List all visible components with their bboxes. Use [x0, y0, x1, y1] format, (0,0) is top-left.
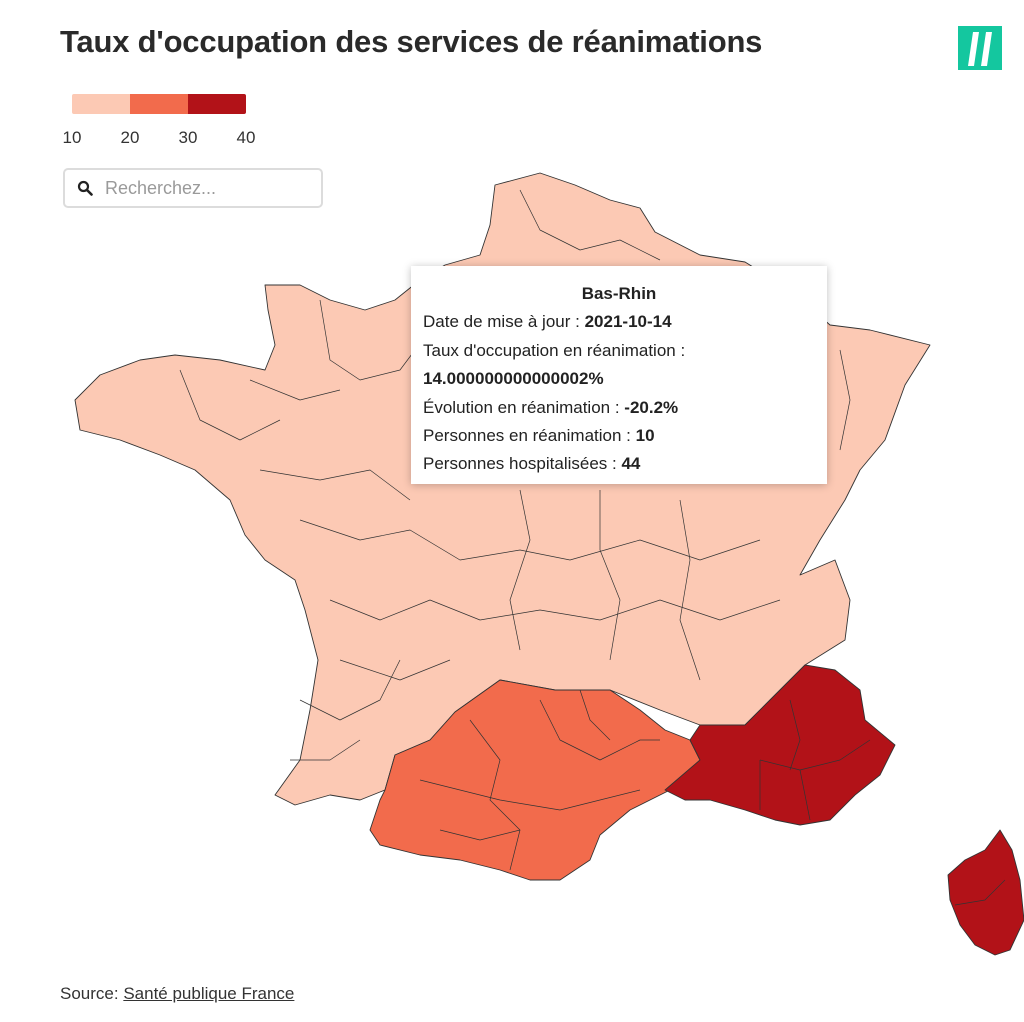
legend-tick: 10: [62, 128, 82, 147]
tooltip-evolution-label: Évolution en réanimation :: [423, 397, 620, 417]
search-icon: [77, 180, 93, 196]
huffpost-logo-icon: [958, 26, 1002, 70]
tooltip-patients-row: Personnes en réanimation : 10: [423, 422, 815, 450]
legend-swatch-high: [188, 94, 246, 114]
tooltip-rate-label: Taux d'occupation en réanimation :: [423, 340, 686, 360]
tooltip-evolution-row: Évolution en réanimation : -20.2%: [423, 394, 815, 422]
tooltip-evolution-value: -20.2%: [624, 397, 679, 417]
tooltip-hosp-row: Personnes hospitalisées : 44: [423, 450, 815, 478]
tooltip-title: Bas-Rhin: [581, 284, 657, 303]
tooltip-rate-value: 14.000000000000002%: [423, 369, 604, 389]
region-paca[interactable]: [664, 664, 896, 826]
legend-swatch-low: [72, 94, 130, 114]
color-legend: [72, 94, 246, 114]
tooltip-patients-label: Personnes en réanimation :: [423, 426, 631, 446]
tooltip-hosp-label: Personnes hospitalisées :: [423, 454, 617, 474]
tooltip-date-label: Date de mise à jour :: [423, 312, 580, 332]
search-box[interactable]: [63, 168, 323, 208]
tooltip-patients-value: 10: [635, 426, 655, 446]
legend-tick: 40: [236, 128, 256, 147]
source-link[interactable]: Santé publique France: [123, 984, 295, 1003]
source-line: Source: Santé publique France: [60, 984, 294, 1004]
search-input[interactable]: [103, 176, 307, 200]
legend-tick: 20: [120, 128, 140, 147]
map-title: Taux d'occupation des services de réanim…: [60, 24, 763, 59]
tooltip-date-value: 2021-10-14: [584, 312, 672, 332]
region-corse[interactable]: [947, 829, 1024, 956]
legend-tick: 30: [178, 128, 198, 147]
legend-swatch-mid: [130, 94, 188, 114]
region-occitanie[interactable]: [369, 679, 701, 881]
region-tooltip: Bas-Rhin Date de mise à jour : 2021-10-1…: [411, 266, 827, 484]
source-label: Source:: [60, 984, 119, 1003]
tooltip-hosp-value: 44: [621, 454, 641, 474]
tooltip-date-row: Date de mise à jour : 2021-10-14: [423, 308, 815, 336]
